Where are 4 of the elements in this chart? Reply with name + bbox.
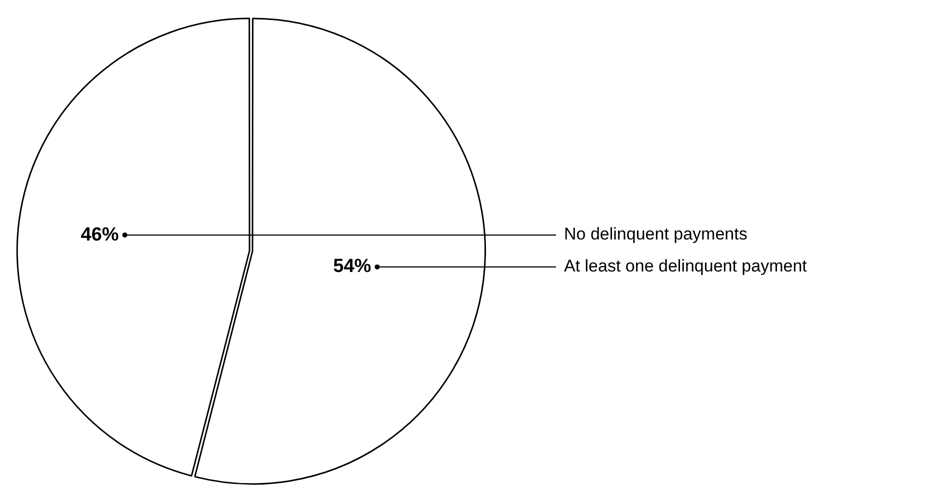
data-label: 54% <box>333 256 372 278</box>
data-label: 46% <box>80 224 119 246</box>
slice-label: At least one delinquent payment <box>564 256 808 276</box>
slice-label: No delinquent payments <box>564 224 748 244</box>
